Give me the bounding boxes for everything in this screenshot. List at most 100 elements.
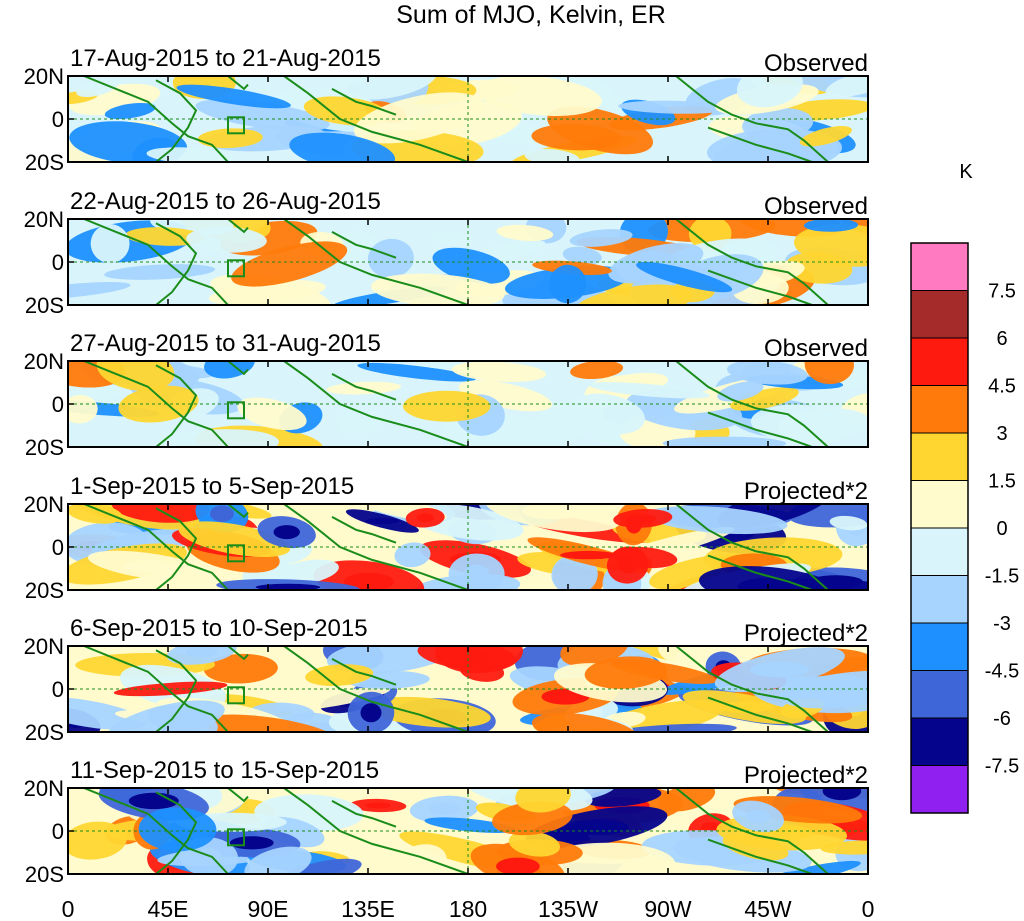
- anomaly-contour: [274, 687, 391, 712]
- americas-coast: [675, 76, 829, 162]
- islands-coast: [331, 88, 397, 116]
- anomaly-contour: [508, 831, 560, 857]
- colorbar-swatch: [910, 290, 969, 339]
- colorbar-swatch: [910, 527, 969, 576]
- coastlines: [83, 76, 829, 162]
- anomaly-contour: [111, 504, 210, 523]
- anomaly-core: [416, 513, 435, 523]
- anomaly-contour: [793, 224, 868, 267]
- anomaly-contour: [458, 380, 553, 412]
- panels: 20N 0 20S 17-Aug-2015 to 21-Aug-2015 Observe…: [24, 45, 869, 887]
- indonesia-coast: [283, 788, 469, 874]
- anomaly-field: [68, 646, 868, 732]
- india-coast: [227, 788, 249, 803]
- panel-date-range: 27-Aug-2015 to 31-Aug-2015: [70, 330, 381, 357]
- anomaly-core: [464, 564, 490, 584]
- anomaly-contour: [367, 238, 414, 278]
- anomaly-contour: [569, 229, 633, 247]
- lat-label: 0: [52, 819, 64, 844]
- colorbar-level: -7.5: [985, 756, 1019, 778]
- anomaly-core: [444, 648, 490, 662]
- africa-coast: [83, 788, 229, 874]
- anomaly-contour: [231, 241, 348, 287]
- anomaly-contour: [515, 788, 571, 813]
- anomaly-field: [68, 788, 868, 874]
- colorbar-level: 6: [996, 328, 1007, 350]
- anomaly-core: [564, 819, 629, 836]
- anomaly-contour: [496, 224, 554, 242]
- anomaly-core: [746, 809, 770, 824]
- anomaly-core: [428, 803, 460, 816]
- panel-label: Observed: [764, 193, 868, 220]
- anomaly-contour: [237, 397, 307, 431]
- lon-label: 45E: [148, 896, 189, 921]
- indonesia-coast: [283, 76, 469, 162]
- americas-coast: [675, 219, 829, 305]
- anomaly-contour: [736, 76, 803, 108]
- americas-coast: [675, 504, 829, 590]
- islands-coast: [331, 800, 397, 828]
- anomaly-core: [273, 525, 300, 540]
- anomaly-contour: [548, 264, 587, 304]
- anomaly-contour: [787, 504, 868, 528]
- panel-date-range: 6-Sep-2015 to 10-Sep-2015: [70, 615, 368, 642]
- colorbar-swatch: [910, 622, 969, 671]
- colorbar-level: -6: [993, 708, 1011, 730]
- anomaly-contour: [803, 219, 859, 232]
- africa-east-coast: [155, 649, 198, 732]
- anomaly-contour: [476, 76, 602, 116]
- islands-coast: [331, 373, 397, 401]
- anomaly-core: [365, 802, 391, 809]
- islands-coast: [331, 658, 397, 686]
- colorbar-swatch: [910, 242, 969, 291]
- lon-label: 180: [449, 896, 487, 921]
- anomaly-contour: [104, 264, 216, 280]
- anomaly-contour: [717, 381, 764, 402]
- anomaly-contour: [820, 840, 868, 855]
- colorbar-swatch: [910, 717, 969, 766]
- lat-label: 20N: [24, 207, 64, 232]
- map-panel: 20N 0 20S 1-Sep-2015 to 5-Sep-2015 Projected…: [24, 473, 869, 603]
- colorbar-level: -4.5: [985, 661, 1019, 683]
- anomaly-contour: [829, 515, 868, 531]
- colorbar-level: 4.5: [988, 376, 1016, 398]
- box-marker: [227, 259, 245, 278]
- africa-coast: [83, 76, 229, 162]
- lat-label: 20S: [25, 435, 64, 460]
- india-coast: [227, 219, 249, 234]
- india-coast: [227, 504, 249, 519]
- anomaly-field: [68, 76, 868, 162]
- lat-label: 20N: [24, 634, 64, 659]
- africa-coast: [83, 646, 229, 732]
- anomaly-contour: [432, 231, 474, 246]
- indonesia-coast: [283, 219, 469, 305]
- anomaly-contour: [154, 429, 279, 447]
- lat-label: 20N: [24, 492, 64, 517]
- anomaly-core: [360, 703, 382, 723]
- anomaly-contour: [203, 653, 278, 684]
- colorbar-level: 7.5: [988, 281, 1016, 303]
- anomaly-contour: [722, 833, 789, 861]
- map-panel: 20N 0 20S 17-Aug-2015 to 21-Aug-2015 Observe…: [24, 45, 869, 175]
- lat-label: 0: [52, 392, 64, 417]
- anomaly-core: [209, 505, 234, 522]
- americas-coast: [675, 646, 829, 732]
- lon-label: 135E: [341, 896, 395, 921]
- anomaly-contour: [357, 362, 476, 382]
- anomaly-contour: [394, 542, 431, 568]
- coastlines: [83, 788, 829, 874]
- box-marker: [227, 686, 245, 705]
- anomaly-core: [255, 583, 321, 590]
- lat-label: 0: [52, 107, 64, 132]
- anomaly-contour: [197, 128, 263, 149]
- india-coast: [227, 361, 249, 376]
- anomaly-core: [343, 572, 394, 590]
- anomaly-contour: [76, 78, 119, 98]
- anomaly-contour: [178, 521, 291, 558]
- anomaly-contour: [403, 390, 491, 422]
- anomaly-contour: [804, 361, 854, 385]
- box-marker: [227, 116, 245, 135]
- panel-label: Projected*2: [744, 620, 868, 647]
- anomaly-contour: [645, 505, 788, 535]
- colorbar-level: 1.5: [988, 471, 1016, 493]
